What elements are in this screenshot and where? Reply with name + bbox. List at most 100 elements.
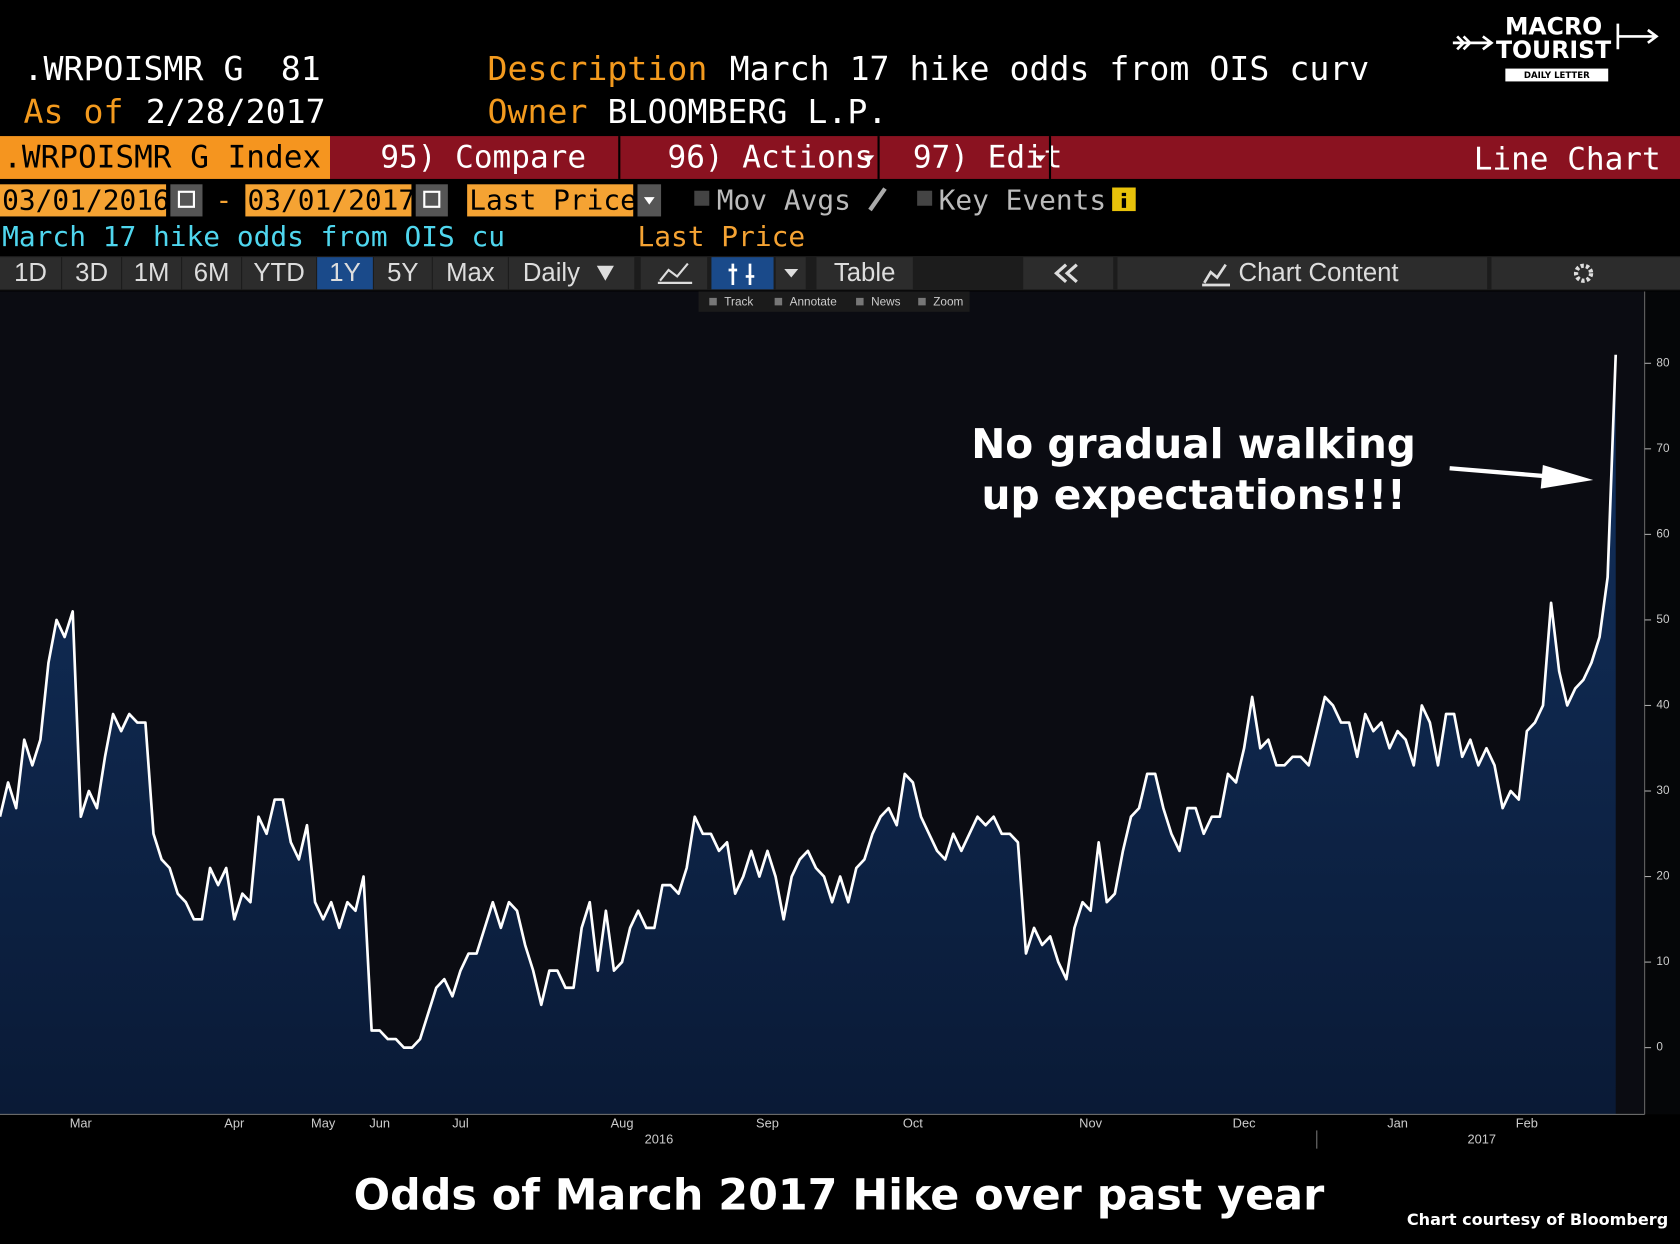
range-button[interactable] <box>0 257 62 290</box>
range-button[interactable] <box>508 257 635 290</box>
field: Last Price <box>469 183 637 216</box>
security-box[interactable] <box>0 136 330 179</box>
y-tick-label: 60 <box>1656 527 1670 540</box>
x-tick-label: Jan <box>1387 1115 1408 1130</box>
range-button[interactable] <box>317 257 373 290</box>
start-date-box[interactable] <box>0 184 167 217</box>
description: March 17 hike odds from OIS curv <box>730 49 1370 88</box>
year-label: 2017 <box>1467 1131 1496 1146</box>
table-button[interactable] <box>816 257 913 290</box>
chart-content-button[interactable] <box>1117 257 1488 290</box>
menu-arrow <box>863 155 875 162</box>
tool-label[interactable]: Annotate <box>790 295 838 308</box>
range-label: 3D <box>75 259 108 287</box>
info-dot <box>1121 192 1127 197</box>
field-box[interactable] <box>467 184 634 217</box>
ticker: .WRPOISMR G <box>24 49 244 88</box>
range-button[interactable] <box>62 257 122 290</box>
menu-item[interactable]: 96) Actions <box>668 140 874 176</box>
range-button[interactable] <box>373 257 432 290</box>
tool-icon <box>709 297 717 306</box>
x-tick-label: Oct <box>903 1115 923 1130</box>
checkbox[interactable] <box>694 190 710 206</box>
annotation-arrowhead <box>1540 465 1594 489</box>
bar-icon <box>728 263 755 286</box>
range-label: 1M <box>134 259 170 287</box>
bar-chart-button[interactable] <box>711 257 774 290</box>
pencil-icon[interactable] <box>868 187 887 212</box>
range-button[interactable] <box>432 257 508 290</box>
menu-bar <box>330 136 1680 179</box>
tool-icon <box>856 297 864 306</box>
logo-line: DAILY LETTER <box>1524 71 1590 81</box>
dropdown-arrow <box>784 268 799 278</box>
logo-line: MACRO <box>1505 12 1602 40</box>
tool-icon <box>918 297 926 306</box>
y-tick-label: 20 <box>1656 870 1670 883</box>
line <box>0 354 1618 1049</box>
chart-content-label: Chart Content <box>1239 259 1399 287</box>
tool-label[interactable]: News <box>871 295 901 308</box>
calendar-button[interactable] <box>415 184 448 217</box>
y-tick-label: 70 <box>1656 442 1670 455</box>
range-label: Daily <box>523 259 580 287</box>
logo-banner <box>1505 68 1609 82</box>
logo-line: TOURIST <box>1496 36 1611 64</box>
view-type: Line Chart <box>1474 142 1661 178</box>
y-tick-label: 40 <box>1656 699 1670 712</box>
settings-button[interactable] <box>1491 257 1680 290</box>
owner-label: Owner <box>488 92 588 131</box>
x-tick-label: Jul <box>452 1115 468 1130</box>
range-button[interactable] <box>122 257 182 290</box>
y-tick-label: 30 <box>1656 784 1670 797</box>
x-tick-label: Apr <box>224 1115 245 1130</box>
x-tick-label: Sep <box>756 1115 779 1130</box>
x-tick-label: Mar <box>70 1115 93 1130</box>
gear-icon <box>1573 263 1594 283</box>
as-of-label: As of <box>24 92 124 131</box>
calendar-button[interactable] <box>170 184 203 217</box>
date-separator: - <box>216 183 233 216</box>
x-tick-label: Aug <box>611 1115 634 1130</box>
annotation-arrow <box>1449 466 1554 479</box>
legend-field: Last Price <box>638 220 806 253</box>
key-events: Key Events <box>939 183 1107 216</box>
x-tick-label: Dec <box>1233 1115 1256 1130</box>
menu-arrow <box>1035 155 1046 162</box>
legend-series: March 17 hike odds from OIS cu <box>2 220 505 253</box>
tool-label[interactable]: Zoom <box>933 295 963 308</box>
annotation: No gradual walking <box>971 420 1416 468</box>
dropdown-arrow <box>643 197 655 205</box>
end-date: 03/01/2017 <box>248 183 416 216</box>
range-label: 1Y <box>329 259 360 287</box>
owner: BLOOMBERG L.P. <box>608 92 888 131</box>
end-date-box[interactable] <box>245 184 412 217</box>
year-label: 2016 <box>645 1131 674 1146</box>
range-label: 1D <box>14 259 47 287</box>
range-label: YTD <box>253 259 304 287</box>
mov-avgs: Mov Avgs <box>717 183 851 216</box>
checkbox[interactable] <box>917 190 933 206</box>
logo-arrow <box>1616 23 1659 50</box>
range-label: 5Y <box>387 259 418 287</box>
y-tick-label: 0 <box>1656 1041 1663 1054</box>
x-tick-label: May <box>311 1115 336 1130</box>
last-value: 81 <box>281 49 321 88</box>
start-date: 03/01/2016 <box>2 183 170 216</box>
tool-label[interactable]: Track <box>724 295 753 308</box>
y-tick-label: 50 <box>1656 613 1670 626</box>
logo-arrow <box>1452 35 1494 51</box>
source-note: Chart courtesy of Bloomberg <box>1407 1210 1668 1229</box>
dropdown-arrow <box>596 265 614 281</box>
line-icon <box>657 262 693 284</box>
range-button[interactable] <box>242 257 317 290</box>
x-tick-label: Feb <box>1516 1115 1538 1130</box>
y-tick-label: 10 <box>1656 955 1670 968</box>
area <box>0 354 1616 1115</box>
y-axis-strip <box>1644 291 1680 1115</box>
x-tick-label: Nov <box>1079 1115 1102 1130</box>
range-button[interactable] <box>182 257 242 290</box>
table-label: Table <box>834 259 895 287</box>
menu-item[interactable]: 95) Compare <box>380 140 586 176</box>
